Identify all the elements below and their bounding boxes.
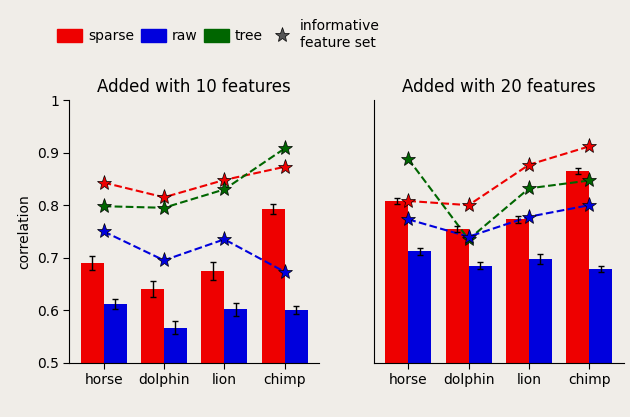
Y-axis label: correlation: correlation xyxy=(18,194,32,269)
Legend: sparse, raw, tree, informative
feature set: sparse, raw, tree, informative feature s… xyxy=(57,20,380,50)
Bar xyxy=(506,219,529,417)
Bar xyxy=(285,310,307,417)
Bar xyxy=(469,266,491,417)
Bar xyxy=(529,259,552,417)
Bar xyxy=(445,229,469,417)
Bar xyxy=(408,251,431,417)
Title: Added with 10 features: Added with 10 features xyxy=(97,78,291,96)
Bar xyxy=(566,171,590,417)
Bar xyxy=(202,271,224,417)
Bar xyxy=(262,209,285,417)
Bar xyxy=(103,304,127,417)
Bar xyxy=(81,263,103,417)
Bar xyxy=(224,309,248,417)
Bar xyxy=(141,289,164,417)
Bar xyxy=(164,328,187,417)
Bar xyxy=(386,201,408,417)
Title: Added with 20 features: Added with 20 features xyxy=(402,78,596,96)
Bar xyxy=(590,269,612,417)
